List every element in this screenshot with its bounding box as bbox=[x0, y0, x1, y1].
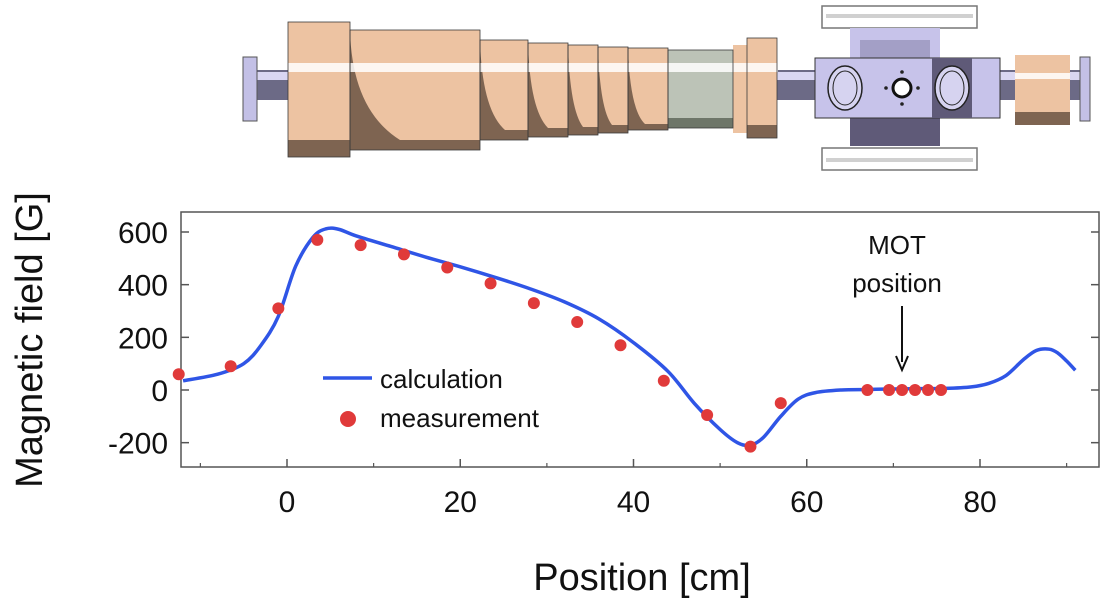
legend-label-measurement: measurement bbox=[380, 403, 540, 433]
measurement-point bbox=[224, 360, 237, 373]
coil-stripe-right bbox=[1015, 73, 1070, 79]
x-tick-label: 40 bbox=[617, 486, 650, 519]
measurement-point bbox=[896, 384, 909, 396]
measurement-point bbox=[935, 384, 948, 396]
y-tick-label: 0 bbox=[151, 375, 168, 408]
legend-dot-swatch bbox=[340, 411, 356, 427]
measurement-point bbox=[774, 397, 787, 410]
zeeman-slower-illustration bbox=[242, 5, 1091, 171]
x-tick-label: 0 bbox=[279, 486, 296, 519]
measurement-point bbox=[657, 374, 670, 387]
right-flange bbox=[1079, 56, 1091, 122]
measurement-point bbox=[441, 261, 454, 274]
y-axis-title: Magnetic field [G] bbox=[9, 192, 51, 488]
measurement-point bbox=[172, 368, 185, 381]
mot-chamber bbox=[814, 5, 1001, 171]
measurement-point bbox=[272, 302, 285, 315]
x-axis-title: Position [cm] bbox=[533, 557, 751, 599]
y-tick-label: -200 bbox=[108, 428, 168, 461]
y-axis: -200 0 200 400 600 bbox=[108, 217, 1099, 461]
annotation-arrow-head bbox=[895, 355, 909, 373]
left-flange bbox=[242, 56, 258, 122]
measurement-point bbox=[614, 339, 627, 352]
measurement-point bbox=[527, 297, 540, 310]
measurement-point bbox=[744, 440, 757, 453]
x-tick-label: 80 bbox=[963, 486, 996, 519]
measurement-point bbox=[883, 384, 896, 396]
measurement-point bbox=[701, 409, 714, 422]
calculation-series bbox=[182, 226, 1077, 448]
annotation-line2: position bbox=[852, 268, 942, 298]
mot-annotation: MOT position bbox=[852, 230, 942, 373]
measurement-point bbox=[354, 239, 367, 252]
measurement-point bbox=[397, 248, 410, 261]
measurement-point bbox=[571, 316, 584, 329]
y-tick-label: 600 bbox=[118, 217, 168, 250]
calculation-line bbox=[182, 226, 1077, 448]
legend: calculation measurement bbox=[323, 364, 540, 433]
measurement-series bbox=[172, 233, 948, 453]
measurement-point bbox=[484, 277, 497, 290]
measurement-point bbox=[861, 384, 874, 396]
annotation-line1: MOT bbox=[868, 230, 926, 260]
x-axis: 0 20 40 60 80 bbox=[199, 459, 1068, 519]
coil-stripe bbox=[288, 63, 778, 72]
y-tick-label: 200 bbox=[118, 322, 168, 355]
measurement-point bbox=[311, 233, 324, 246]
plot-frame bbox=[180, 211, 1100, 468]
slower-coils bbox=[288, 22, 1070, 157]
measurement-point bbox=[922, 384, 935, 396]
x-tick-label: 20 bbox=[444, 486, 477, 519]
x-tick-label: 60 bbox=[790, 486, 823, 519]
y-tick-label: 400 bbox=[118, 270, 168, 303]
coil-outlines bbox=[287, 21, 778, 158]
legend-label-calculation: calculation bbox=[380, 364, 503, 394]
measurement-point bbox=[909, 384, 922, 396]
